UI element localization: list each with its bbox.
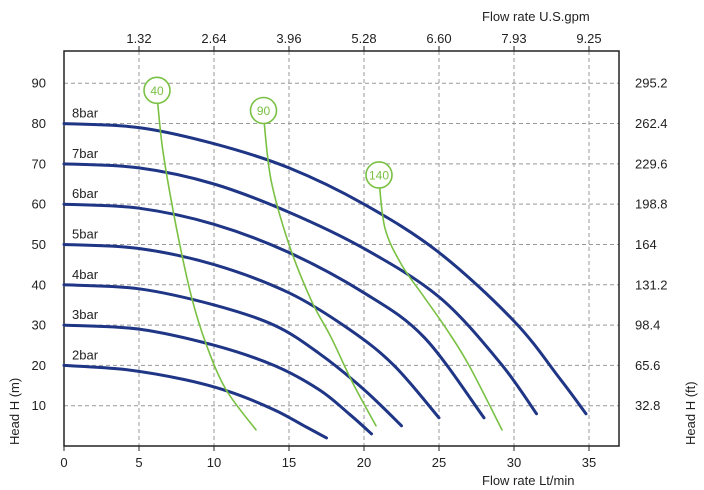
air-curve-label: 40: [150, 84, 164, 98]
x-tick-label: 15: [282, 455, 296, 470]
air-curve-badge: [365, 161, 393, 189]
x-tick-label: 25: [432, 455, 446, 470]
x2-tick-label: 7.93: [501, 31, 526, 46]
x2-tick-label: 2.64: [201, 31, 226, 46]
pressure-curve-7bar: [62, 162, 538, 416]
x2-tick-label: 3.96: [276, 31, 301, 46]
pressure-curve-5bar: [62, 243, 441, 420]
y2-tick-label: 131.2: [635, 277, 668, 292]
axis-titles: Flow rate Lt/min Flow rate U.S.gpm Head …: [7, 9, 698, 488]
y-tick-label: 70: [32, 156, 46, 171]
pressure-label-4bar: 4bar: [72, 267, 99, 282]
y2-axis-title: Head H (ft): [683, 381, 698, 445]
x-tick-label: 5: [135, 455, 142, 470]
pressure-label-8bar: 8bar: [72, 106, 99, 121]
y2-tick-label: 164: [635, 237, 657, 252]
y2-tick-label: 198.8: [635, 197, 668, 212]
y2-tick-label: 98.4: [635, 318, 660, 333]
air-curve-90: [262, 114, 377, 427]
y2-tick-label: 295.2: [635, 76, 668, 91]
y2-tick-label: 32.8: [635, 398, 660, 413]
x-tick-label: 10: [207, 455, 221, 470]
x-tick-label: 0: [60, 455, 67, 470]
pressure-curve-4bar: [62, 283, 403, 428]
pressure-curve-2bar: [62, 363, 328, 440]
x-axis-title: Flow rate Lt/min: [482, 473, 574, 488]
y-axis-title: Head H (m): [7, 378, 22, 445]
pressure-curves: 2bar 3bar 4bar 5bar 6bar 7bar 8bar: [62, 106, 588, 440]
y-tick-label: 30: [32, 318, 46, 333]
air-consumption-curves: 40 90 140: [143, 76, 503, 431]
air-curve-40: [156, 94, 257, 431]
pressure-label-7bar: 7bar: [72, 146, 99, 161]
plot-border: [63, 50, 620, 447]
air-curve-badge: [143, 76, 171, 105]
x2-tick-label: 9.25: [576, 31, 601, 46]
x-tick-label: 35: [582, 455, 596, 470]
x-tick-label: 30: [507, 455, 521, 470]
y2-tick-label: 229.6: [635, 156, 668, 171]
x2-tick-label: 6.60: [426, 31, 451, 46]
pressure-curve-8bar: [62, 122, 588, 416]
air-curve-badge: [249, 96, 278, 125]
pressure-label-6bar: 6bar: [72, 186, 99, 201]
x-tick-label: 20: [357, 455, 371, 470]
y-tick-label: 40: [32, 277, 46, 292]
air-curve-140: [378, 179, 503, 431]
y-tick-label: 60: [32, 197, 46, 212]
tick-labels: 0 5 10 15 20 25 30 35 1.32 2.64 3.96 5.28 6.60 7.93 9.…: [32, 31, 668, 470]
pressure-label-5bar: 5bar: [72, 226, 99, 241]
y-tick-label: 20: [32, 358, 46, 373]
x2-tick-label: 1.32: [126, 31, 151, 46]
y-tick-label: 10: [32, 398, 46, 413]
plot-frame: [63, 50, 620, 447]
pressure-curve-3bar: [62, 323, 373, 436]
y-tick-label: 50: [32, 237, 46, 252]
pressure-label-2bar: 2bar: [72, 347, 99, 362]
y-tick-label: 80: [32, 116, 46, 131]
y2-tick-label: 262.4: [635, 116, 668, 131]
air-curve-label: 140: [369, 168, 389, 182]
y-tick-label: 90: [32, 76, 46, 91]
pressure-curve-6bar: [62, 202, 486, 420]
x2-axis-title: Flow rate U.S.gpm: [482, 9, 590, 24]
air-curve-label: 90: [257, 104, 271, 118]
pressure-label-3bar: 3bar: [72, 307, 99, 322]
x2-tick-label: 5.28: [351, 31, 376, 46]
y2-tick-label: 65.6: [635, 358, 660, 373]
